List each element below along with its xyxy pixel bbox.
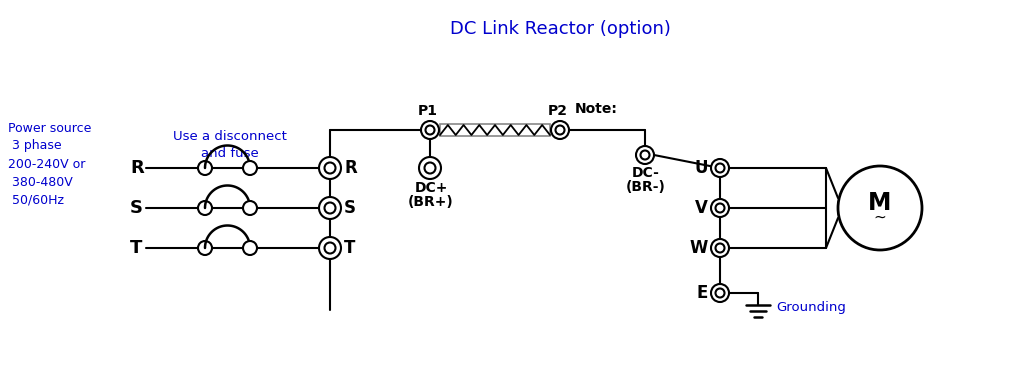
- Circle shape: [419, 157, 441, 179]
- Circle shape: [319, 157, 341, 179]
- Circle shape: [243, 201, 257, 215]
- Text: M: M: [868, 191, 892, 215]
- Text: DC Link Reactor (option): DC Link Reactor (option): [450, 20, 670, 38]
- Circle shape: [421, 121, 439, 139]
- Text: S: S: [130, 199, 143, 217]
- Circle shape: [325, 163, 336, 173]
- Circle shape: [325, 243, 336, 254]
- Circle shape: [711, 159, 729, 177]
- Circle shape: [716, 288, 725, 298]
- Text: (BR+): (BR+): [408, 195, 454, 209]
- Circle shape: [555, 126, 564, 134]
- Circle shape: [425, 163, 436, 173]
- Text: R: R: [344, 159, 357, 177]
- Circle shape: [426, 126, 435, 134]
- Text: (BR-): (BR-): [626, 180, 666, 194]
- Text: P2: P2: [548, 104, 568, 118]
- Text: U: U: [695, 159, 708, 177]
- Circle shape: [319, 237, 341, 259]
- Text: Use a disconnect
and fuse: Use a disconnect and fuse: [173, 130, 287, 160]
- Circle shape: [711, 199, 729, 217]
- Circle shape: [636, 146, 654, 164]
- Text: Grounding: Grounding: [776, 300, 846, 314]
- Circle shape: [198, 241, 212, 255]
- Circle shape: [198, 201, 212, 215]
- Circle shape: [711, 239, 729, 257]
- Text: S: S: [344, 199, 356, 217]
- Circle shape: [243, 241, 257, 255]
- Circle shape: [551, 121, 569, 139]
- Text: ~: ~: [874, 209, 887, 224]
- Circle shape: [319, 197, 341, 219]
- Circle shape: [641, 150, 649, 160]
- Circle shape: [838, 166, 922, 250]
- Text: T: T: [130, 239, 143, 257]
- Text: DC-: DC-: [632, 166, 660, 180]
- Circle shape: [716, 243, 725, 253]
- Circle shape: [716, 164, 725, 172]
- Text: V: V: [696, 199, 708, 217]
- FancyBboxPatch shape: [440, 124, 550, 136]
- Text: Power source
 3 phase
200-240V or
 380-480V
 50/60Hz: Power source 3 phase 200-240V or 380-480…: [8, 122, 91, 206]
- Circle shape: [198, 161, 212, 175]
- Text: Note:: Note:: [575, 102, 618, 116]
- Text: E: E: [697, 284, 708, 302]
- Circle shape: [325, 202, 336, 213]
- Text: R: R: [130, 159, 144, 177]
- Text: P1: P1: [418, 104, 438, 118]
- Circle shape: [243, 161, 257, 175]
- Text: W: W: [690, 239, 708, 257]
- Circle shape: [716, 203, 725, 213]
- Text: T: T: [344, 239, 356, 257]
- Text: DC+: DC+: [415, 181, 448, 195]
- Circle shape: [711, 284, 729, 302]
